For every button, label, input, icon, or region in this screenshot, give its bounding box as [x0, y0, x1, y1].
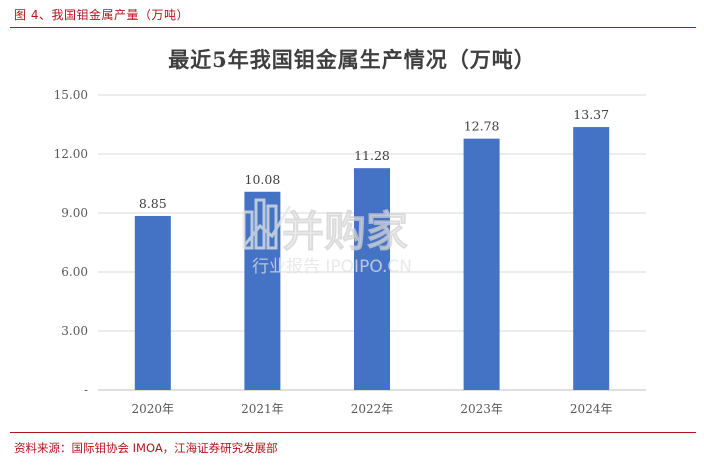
data-label: 12.78 — [464, 119, 500, 134]
data-label: 13.37 — [573, 107, 609, 122]
chart-title: 最近5年我国钼金属生产情况（万吨） — [168, 47, 536, 72]
bar — [134, 215, 171, 390]
y-tick-label: 12.00 — [54, 147, 88, 161]
axis-labels: - 3.00 6.00 9.00 12.00 15.00 2020年 2021年 2022年 20… — [54, 88, 613, 416]
data-label: 11.28 — [354, 148, 390, 163]
x-tick-label: 2024年 — [570, 402, 613, 416]
source-note: 资料来源：国际钼协会 IMOA，江海证券研究发展部 — [14, 441, 278, 455]
data-label: 8.85 — [139, 196, 167, 211]
bar — [463, 138, 500, 390]
data-label: 10.08 — [245, 172, 281, 187]
y-tick-label: 9.00 — [61, 206, 88, 220]
y-tick-label: 6.00 — [61, 265, 88, 279]
x-tick-label: 2023年 — [460, 402, 503, 416]
watermark-main-text: 并购家 — [282, 207, 408, 256]
bar — [573, 127, 610, 390]
x-tick-label: 2022年 — [351, 402, 394, 416]
watermark-sub-text: 行业报告 IPOIPO.CN — [252, 257, 412, 277]
y-tick-label: 15.00 — [54, 88, 88, 102]
bar — [354, 168, 390, 390]
y-tick-label: 3.00 — [61, 324, 88, 338]
watermark-logo-icon — [242, 198, 292, 250]
bottom-rule — [10, 432, 696, 433]
x-tick-label: 2020年 — [132, 402, 175, 416]
data-labels: 8.85 10.08 11.28 12.78 13.37 — [139, 107, 609, 211]
top-rule — [10, 27, 696, 28]
x-tick-label: 2021年 — [241, 402, 284, 416]
bar — [244, 191, 281, 390]
y-tick-label: - — [84, 383, 88, 397]
watermark: 并购家 行业报告 IPOIPO.CN — [242, 198, 412, 277]
figure-caption: 图 4、我国钼金属产量（万吨） — [14, 8, 189, 22]
bars — [134, 127, 610, 390]
